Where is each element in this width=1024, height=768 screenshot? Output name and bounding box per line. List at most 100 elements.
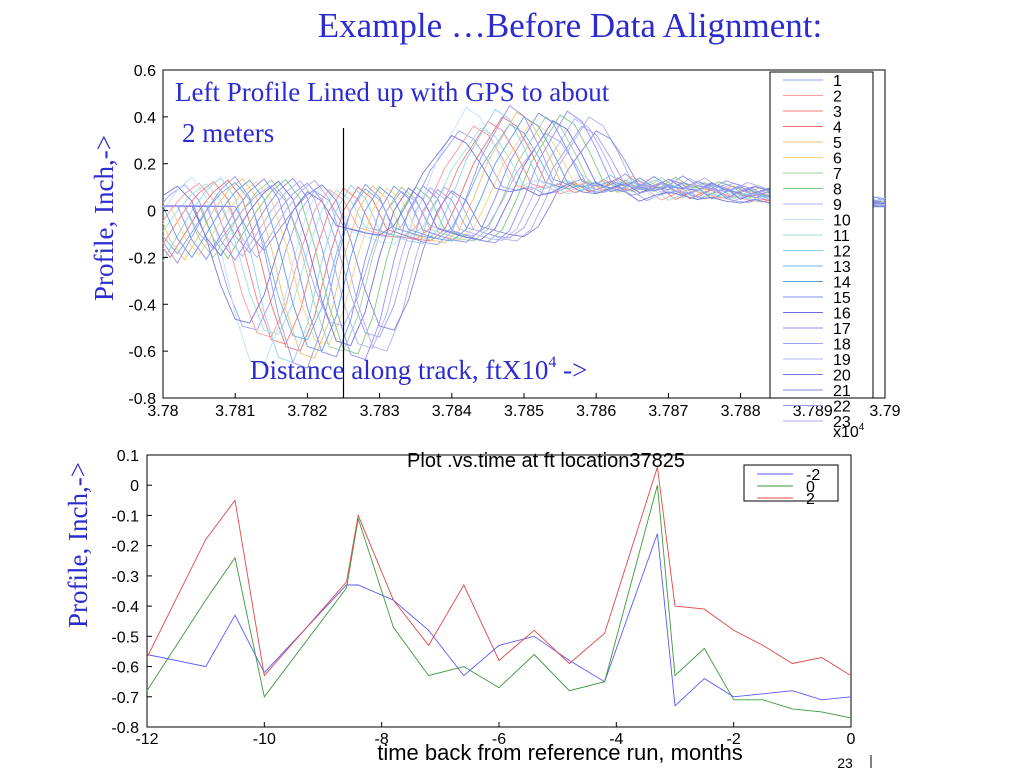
top-y-label: Profile, Inch,-> xyxy=(89,135,119,301)
top-legend-label: 4 xyxy=(833,120,842,137)
top-series-line-18 xyxy=(163,125,886,338)
top-y-tick-label: 0 xyxy=(147,204,156,221)
top-y-tick-label: -0.2 xyxy=(128,250,156,267)
bottom-x-tick-label: -6 xyxy=(492,731,506,748)
top-x-tick-label: 3.787 xyxy=(648,403,688,420)
top-x-tick-label: 3.782 xyxy=(287,403,327,420)
top-y-tick-label: -0.6 xyxy=(128,344,156,361)
annotation-line-1: Left Profile Lined up with GPS to about xyxy=(175,77,610,107)
bottom-y-tick-label: -0.4 xyxy=(111,599,139,616)
top-x-label-arrow: -> xyxy=(556,355,587,385)
top-y-tick-label: 0.2 xyxy=(134,157,156,174)
top-legend-label: 22 xyxy=(833,399,851,416)
bottom-x-tick-label: 0 xyxy=(847,731,856,748)
bottom-x-tick-label: -12 xyxy=(135,731,158,748)
bottom-series-group xyxy=(146,466,852,719)
bottom-series-line-0 xyxy=(146,485,852,719)
top-x-tick-label: 3.781 xyxy=(215,403,255,420)
bottom-legend-label: 0 xyxy=(806,479,815,496)
bottom-y-tick-label: -0.1 xyxy=(111,508,139,525)
bottom-y-tick-label: -0.2 xyxy=(111,539,139,556)
bottom-y-tick-label: 0 xyxy=(130,478,139,495)
top-series-line-8 xyxy=(163,114,886,355)
top-legend-label: 5 xyxy=(833,135,842,152)
top-legend-label: 10 xyxy=(833,213,851,230)
top-y-tick-label: -0.8 xyxy=(128,391,156,408)
bottom-x-tick-label: -2 xyxy=(727,731,741,748)
top-legend-label: 13 xyxy=(833,259,851,276)
top-series-line-9 xyxy=(163,118,886,349)
bottom-y-tick-label: -0.7 xyxy=(111,690,139,707)
top-x-tick-label: 3.784 xyxy=(432,403,472,420)
bottom-chart-title: Plot .vs.time at ft location37825 xyxy=(407,450,685,472)
top-series-line-20 xyxy=(162,135,885,324)
bottom-y-axis: 0.1 0 -0.1 -0.2 -0.3 -0.4 -0.5 -0.6 -0.7 -0.8 xyxy=(111,448,152,737)
annotation-line-2: 2 meters xyxy=(182,118,274,148)
top-x-tick-label: 3.783 xyxy=(360,403,400,420)
top-legend-label: 3 xyxy=(833,104,842,121)
top-legend-label: 11 xyxy=(833,228,850,245)
bottom-trailing-label: 23 xyxy=(837,755,853,768)
top-legend-label: 15 xyxy=(833,290,851,307)
top-legend-label: 2 xyxy=(833,89,842,106)
top-legend-label: 1 xyxy=(833,73,842,90)
top-y-tick-label: 0.4 xyxy=(134,110,156,127)
bottom-y-tick-label: -0.6 xyxy=(111,660,139,677)
top-series-line-23 xyxy=(163,133,885,327)
top-x-label-sup: 4 xyxy=(548,354,556,371)
top-legend-label: 17 xyxy=(833,321,851,338)
bottom-x-tick-label: -4 xyxy=(609,731,623,748)
top-series-line-3 xyxy=(162,120,885,345)
top-legend-label: 6 xyxy=(833,151,842,168)
bottom-legend: -202 xyxy=(757,467,820,508)
slide-title: Example …Before Data Alignment: xyxy=(318,6,822,45)
bottom-series-line--2 xyxy=(146,533,852,707)
bottom-x-tick-label: -10 xyxy=(253,731,276,748)
bottom-y-tick-label: -0.3 xyxy=(111,569,139,586)
top-chart: 0.60.40.20-0.2-0.4-0.6-0.8 3.78 3.781 3.78… xyxy=(89,63,901,441)
top-y-tick-label: 0.6 xyxy=(134,63,156,80)
top-y-tick-label: -0.4 xyxy=(128,297,156,314)
top-legend-label: 9 xyxy=(833,197,842,214)
top-x-tick-label: 3.78 xyxy=(147,403,178,420)
bottom-chart: 0.1 0 -0.1 -0.2 -0.3 -0.4 -0.5 -0.6 -0.7 -0.8 -12… xyxy=(63,448,872,768)
bottom-legend-label: -2 xyxy=(806,467,820,484)
top-legend-label: 21 xyxy=(833,383,851,400)
top-legend-label: 14 xyxy=(833,275,851,292)
top-legend-label: 23 xyxy=(833,414,851,431)
top-legend-label: 12 xyxy=(833,244,851,261)
bottom-y-tick-label: 0.1 xyxy=(117,448,139,465)
top-exponent-sup: 4 xyxy=(859,422,865,433)
bottom-x-tick-label: -8 xyxy=(375,731,389,748)
top-legend-label: 16 xyxy=(833,306,851,323)
top-legend-label: 18 xyxy=(833,337,851,354)
bottom-legend-box xyxy=(743,464,839,502)
top-series-line-1 xyxy=(162,130,885,331)
bottom-x-label: time back from reference run, months xyxy=(377,740,743,765)
top-x-tick-label: 3.789 xyxy=(793,403,833,420)
bottom-y-tick-label: -0.5 xyxy=(111,629,139,646)
top-x-tick-label: 3.788 xyxy=(721,403,761,420)
top-y-axis: 0.6 0.4 0.2 0 -0.2 -0.4 -0.6 -0.8 xyxy=(128,63,168,408)
top-legend-label: 19 xyxy=(833,352,851,369)
bottom-plot-frame xyxy=(146,454,852,728)
top-legend-label: 7 xyxy=(833,166,842,183)
bottom-series-line-2 xyxy=(146,466,852,677)
top-x-axis: 3.78 3.781 3.782 3.783 3.784 3.785 3.786 3.787 3… xyxy=(147,393,901,420)
top-series-line-21 xyxy=(163,130,886,331)
top-x-tick-label: 3.79 xyxy=(869,403,900,420)
bottom-y-label: Profile, Inch,-> xyxy=(63,462,93,628)
top-x-tick-label: 3.786 xyxy=(576,403,616,420)
top-x-tick-label: 3.785 xyxy=(504,403,544,420)
bottom-x-axis: -12 -10 -8 -6 -4 -2 0 xyxy=(135,722,856,748)
top-series-group xyxy=(162,104,886,369)
top-legend-label: 8 xyxy=(833,182,842,199)
bottom-legend-label: 2 xyxy=(806,491,815,508)
top-legend-label: 20 xyxy=(833,368,851,385)
bottom-y-tick-label: -0.8 xyxy=(111,720,139,737)
top-exponent-label: x104 xyxy=(833,422,865,441)
top-x-label: Distance along track, ftX104 -> xyxy=(250,354,587,385)
top-series-line-22 xyxy=(162,104,885,369)
